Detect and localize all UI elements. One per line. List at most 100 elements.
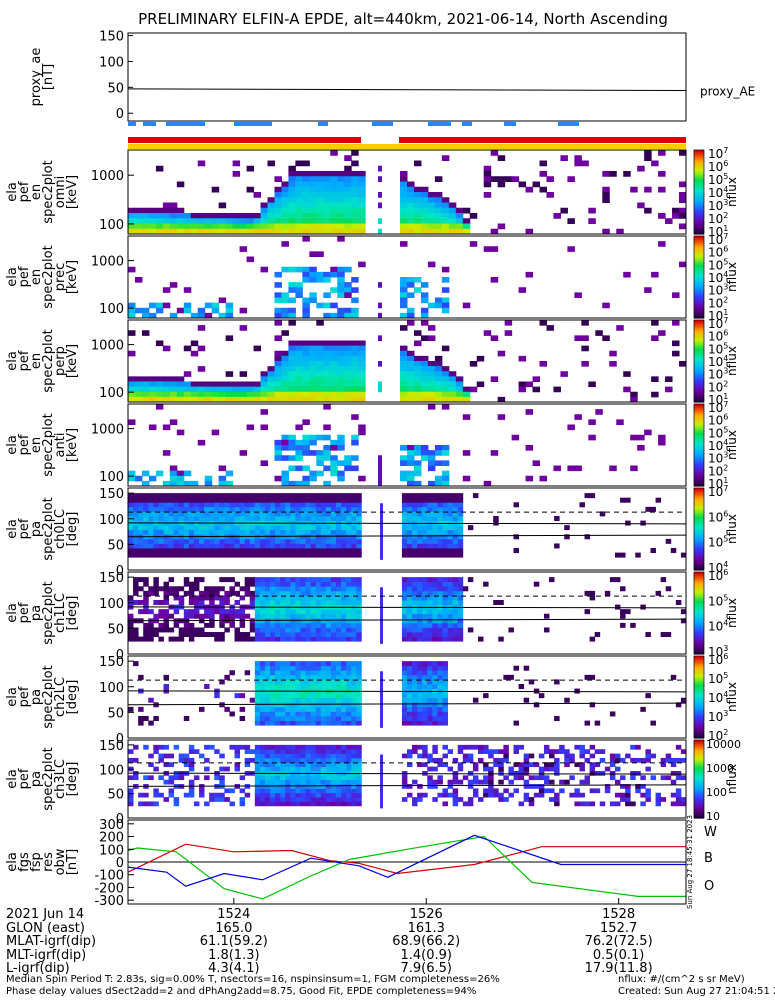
pitch-angle-cell bbox=[193, 497, 200, 503]
pitch-angle-cell bbox=[270, 534, 276, 540]
spectrogram-cell bbox=[211, 213, 220, 219]
pitch-angle-cell bbox=[320, 757, 327, 763]
pitch-angle-cell bbox=[330, 552, 337, 558]
pitch-angle-cell bbox=[199, 753, 205, 759]
pitch-angle-cell bbox=[452, 792, 459, 798]
spec1-colorbar-frame bbox=[693, 149, 705, 235]
pitch-angle-cell bbox=[259, 679, 266, 685]
pitch-angle-cell bbox=[315, 779, 322, 785]
proxy-ae-series-line bbox=[127, 88, 687, 91]
spectrogram-cell bbox=[358, 192, 366, 198]
spectrogram-cell bbox=[609, 465, 617, 472]
pitch-angle-cell bbox=[244, 586, 251, 592]
pitch-angle-cell bbox=[351, 702, 357, 708]
spectrogram-cell bbox=[323, 277, 331, 283]
spectrogram-cell bbox=[420, 396, 429, 403]
ephemeris-row-label: GLON (east) bbox=[6, 920, 85, 936]
spectrogram-cell bbox=[672, 320, 680, 326]
y-axis-label-line: pef bbox=[17, 602, 32, 623]
spectrogram-cell bbox=[288, 207, 296, 214]
pitch-angle-cell bbox=[280, 502, 286, 508]
spectrogram-cell bbox=[288, 266, 296, 273]
pitch-angle-cell bbox=[305, 502, 312, 508]
pitch-angle-cell bbox=[133, 525, 139, 531]
pitch-angle-cell bbox=[224, 590, 230, 596]
pitch-angle-cell bbox=[168, 590, 175, 596]
pitch-angle-cell bbox=[264, 753, 271, 759]
pitch-angle-cell bbox=[148, 502, 154, 508]
pitch-angle-cell bbox=[300, 788, 306, 794]
spectrogram-cell bbox=[644, 186, 652, 193]
pitch-angle-cell bbox=[199, 493, 205, 499]
spectrogram-cell bbox=[302, 366, 310, 372]
pitch-angle-cell bbox=[173, 529, 180, 535]
spectrogram-cell bbox=[574, 292, 582, 298]
pitch-angle-cell bbox=[280, 670, 286, 676]
pitch-angle-cell bbox=[234, 543, 240, 549]
spectrogram-cell bbox=[337, 176, 345, 182]
pitch-angle-cell bbox=[199, 529, 205, 535]
spectrogram-cell bbox=[497, 176, 506, 182]
pitch-angle-cell bbox=[320, 636, 327, 642]
pitch-angle-cell bbox=[442, 697, 448, 703]
pitch-angle-cell bbox=[290, 801, 296, 807]
pitch-angle-cell bbox=[680, 618, 687, 624]
spectrogram-cell bbox=[665, 218, 673, 224]
pitch-angle-cell bbox=[645, 766, 651, 772]
pitch-angle-cell bbox=[432, 627, 438, 633]
pitch-angle-cell bbox=[153, 502, 159, 508]
y-axis-label-line: omni bbox=[53, 176, 68, 208]
pitch-angle-cell bbox=[407, 595, 413, 601]
pa5-colorbar-segment bbox=[694, 502, 704, 505]
pitch-angle-cell bbox=[300, 711, 306, 717]
spectrogram-cell bbox=[448, 223, 457, 230]
pitch-angle-cell bbox=[432, 577, 438, 583]
spectrogram-cell bbox=[337, 355, 345, 362]
pitch-angle-cell bbox=[427, 753, 433, 759]
pitch-angle-cell bbox=[305, 757, 312, 763]
spectrogram-cell bbox=[281, 330, 289, 336]
y-tick-label: 50 bbox=[107, 538, 124, 553]
spectrogram-cell bbox=[148, 391, 157, 398]
pitch-angle-cell bbox=[280, 711, 286, 717]
pitch-angle-cell bbox=[163, 529, 169, 535]
pitch-angle-cell bbox=[589, 788, 596, 794]
pitch-angle-cell bbox=[341, 665, 347, 671]
pitch-angle-cell bbox=[193, 600, 200, 605]
pitch-angle-cell bbox=[254, 720, 261, 726]
y-axis-label-line: [nT] bbox=[41, 64, 56, 90]
pitch-angle-cell bbox=[310, 788, 317, 794]
pitch-angle-cell bbox=[523, 797, 530, 802]
y-tick-label: 1000 bbox=[91, 169, 124, 184]
pitch-angle-cell bbox=[320, 529, 327, 535]
spectrogram-cell bbox=[281, 439, 289, 446]
spectrogram-cell bbox=[337, 445, 345, 451]
pitch-angle-cell bbox=[249, 757, 256, 763]
pitch-angle-cell bbox=[457, 538, 464, 544]
pitch-angle-cell bbox=[457, 636, 464, 642]
spec1-colorbar-segment bbox=[694, 179, 704, 183]
pitch-angle-cell bbox=[452, 577, 459, 583]
pitch-angle-cell bbox=[574, 792, 580, 798]
pitch-angle-cell bbox=[452, 516, 459, 521]
spectrogram-cell bbox=[218, 312, 227, 319]
spectrogram-cell bbox=[400, 445, 408, 451]
pitch-angle-cell bbox=[538, 784, 545, 789]
pitch-angle-cell bbox=[452, 595, 459, 601]
pitch-angle-cell bbox=[264, 493, 271, 499]
pitch-angle-cell bbox=[447, 581, 454, 587]
pitch-angle-cell bbox=[417, 702, 423, 708]
pitch-angle-cell bbox=[457, 609, 464, 615]
spectrogram-cell bbox=[483, 181, 492, 188]
pitch-angle-cell bbox=[442, 497, 448, 503]
y-axis-label-line: pa bbox=[29, 771, 44, 787]
y-axis-label-line: [deg] bbox=[65, 512, 80, 547]
ephemeris-row-label: MLAT-igrf(dip) bbox=[6, 934, 97, 949]
pitch-angle-cell bbox=[325, 762, 332, 768]
pitch-angle-cell bbox=[158, 543, 164, 549]
spectrogram-cell bbox=[134, 218, 143, 224]
spectrogram-cell bbox=[295, 355, 303, 362]
pitch-angle-cell bbox=[417, 538, 423, 544]
spectrogram-cell bbox=[413, 218, 422, 224]
pitch-angle-cell bbox=[285, 670, 291, 676]
